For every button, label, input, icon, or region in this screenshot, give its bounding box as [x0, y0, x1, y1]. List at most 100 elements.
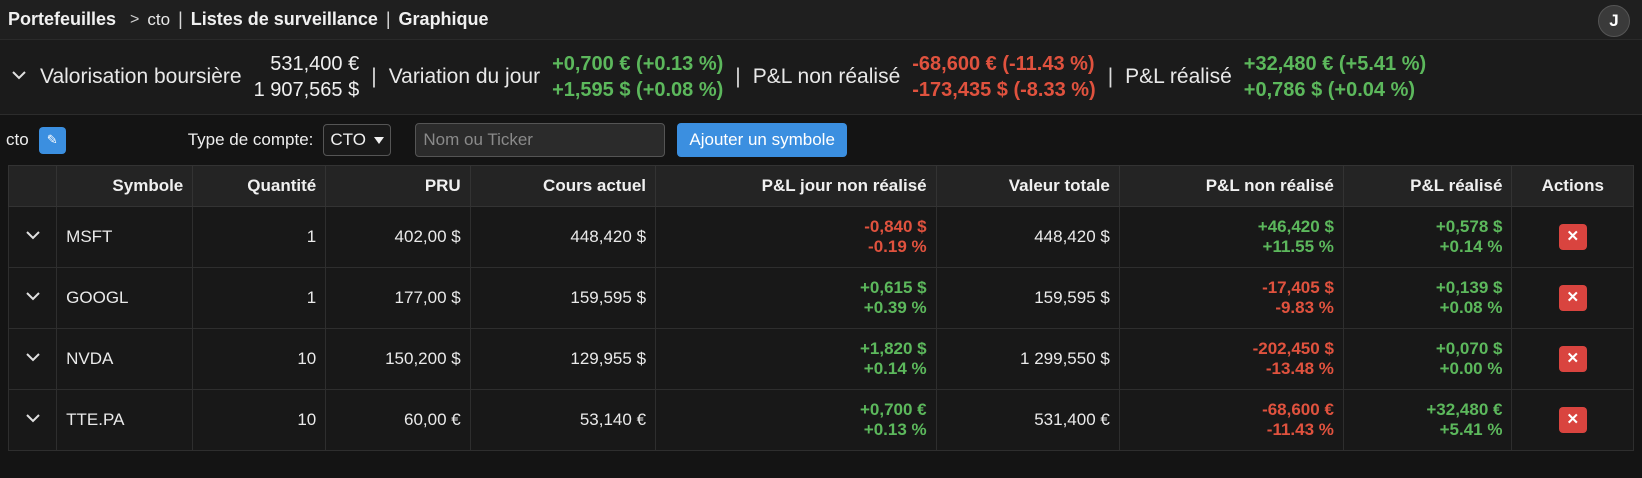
summary-separator: |	[371, 65, 377, 88]
delete-icon[interactable]: ✕	[1558, 285, 1587, 311]
total-value-cell: 531,400 €	[935, 389, 1120, 451]
unrealized-pl-percent: -13.48 %	[1265, 359, 1334, 378]
unrealized-pl-cell: -17,405 $ -9.83 %	[1118, 267, 1344, 329]
expand-cell	[7, 389, 58, 451]
realized-usd: +0,786 $ (+0.04 %)	[1243, 79, 1416, 101]
caret-down-icon	[374, 130, 385, 150]
unrealized-values: -68,600 € (-11.43 %) -173,435 $ (-8.33 %…	[912, 51, 1095, 103]
day-pl-percent: -0.19 %	[868, 237, 927, 256]
realized-pl-percent: +5.41 %	[1439, 420, 1503, 439]
realized-label: P&L réalisé	[1125, 65, 1232, 88]
actions-cell: ✕	[1511, 389, 1634, 451]
realized-values: +32,480 € (+5.41 %) +0,786 $ (+0.04 %)	[1244, 51, 1426, 103]
pru-cell: 150,200 $	[325, 328, 471, 390]
actions-cell: ✕	[1511, 328, 1634, 390]
valuation-usd: 1 907,565 $	[253, 79, 360, 101]
table-row[interactable]: TTE.PA 10 60,00 €53,140 € +0,700 € +0.13 % 53…	[7, 389, 1634, 451]
symbol-cell: TTE.PA	[56, 389, 194, 451]
delete-icon[interactable]: ✕	[1558, 224, 1587, 250]
header-price[interactable]: Cours actuel	[469, 165, 657, 207]
nav-separator: |	[178, 9, 183, 29]
breadcrumb-separator: >	[130, 10, 140, 28]
unrealized-pl-cell: +46,420 $ +11.55 %	[1118, 206, 1344, 268]
day-pl-cell: +0,615 $ +0.39 %	[655, 267, 937, 329]
delete-icon[interactable]: ✕	[1558, 346, 1587, 372]
symbol-cell: NVDA	[56, 328, 194, 390]
expand-cell	[7, 328, 58, 390]
unrealized-pl-cell: -202,450 $ -13.48 %	[1118, 328, 1344, 390]
day-pl-cell: +1,820 $ +0.14 %	[655, 328, 937, 390]
total-value-cell: 448,420 $	[935, 206, 1120, 268]
portfolio-toolbar: cto ✎ Type de compte: CTO Ajouter un sym…	[0, 115, 1642, 165]
edit-icon[interactable]: ✎	[38, 126, 66, 154]
realized-pl-cell: +32,480 € +5.41 %	[1342, 389, 1513, 451]
chevron-down-icon[interactable]	[24, 351, 42, 370]
holdings-table: Symbole Quantité PRU Cours actuel P&L jo…	[7, 165, 1634, 451]
day-change-values: +0,700 € (+0.13 %) +1,595 $ (+0.08 %)	[552, 51, 723, 103]
actions-cell: ✕	[1511, 206, 1634, 268]
chevron-down-icon[interactable]	[24, 290, 42, 309]
realized-pl-amount: +32,480 €	[1426, 400, 1503, 419]
realized-pl-percent: +0.14 %	[1439, 237, 1503, 256]
day-pl-amount: +1,820 $	[859, 339, 927, 358]
realized-pl-cell: +0,578 $ +0.14 %	[1342, 206, 1513, 268]
nav-chart[interactable]: Graphique	[398, 9, 489, 29]
summary-separator: |	[1107, 65, 1114, 88]
unrealized-pl-percent: +11.55 %	[1262, 237, 1334, 256]
unrealized-usd: -173,435 $ (-8.33 %)	[912, 79, 1096, 101]
breadcrumb-current[interactable]: cto	[147, 9, 171, 29]
delete-icon[interactable]: ✕	[1558, 407, 1587, 433]
chevron-down-icon[interactable]	[24, 229, 42, 248]
day-pl-percent: +0.39 %	[863, 298, 927, 317]
chevron-down-icon[interactable]	[10, 66, 28, 89]
price-cell: 159,595 $	[469, 267, 657, 329]
day-pl-percent: +0.13 %	[863, 420, 927, 439]
realized-eur: +32,480 € (+5.41 %)	[1243, 53, 1427, 75]
summary-separator: |	[735, 65, 741, 88]
table-header-row: Symbole Quantité PRU Cours actuel P&L jo…	[7, 165, 1634, 207]
expand-cell	[7, 206, 58, 268]
header-total[interactable]: Valeur totale	[935, 165, 1120, 207]
quantity-cell: 1	[192, 267, 327, 329]
quantity-cell: 1	[192, 206, 327, 268]
chevron-down-icon[interactable]	[24, 412, 42, 431]
actions-cell: ✕	[1511, 267, 1634, 329]
unrealized-pl-amount: -68,600 €	[1262, 400, 1334, 419]
header-day-pl[interactable]: P&L jour non réalisé	[655, 165, 937, 207]
day-pl-amount: -0,840 $	[864, 217, 927, 236]
header-realized[interactable]: P&L réalisé	[1342, 165, 1513, 207]
header-unrealized[interactable]: P&L non réalisé	[1118, 165, 1344, 207]
unrealized-pl-cell: -68,600 € -11.43 %	[1118, 389, 1344, 451]
expand-cell	[7, 267, 58, 329]
symbol-cell: MSFT	[56, 206, 194, 268]
add-symbol-button[interactable]: Ajouter un symbole	[677, 123, 847, 157]
account-type-select[interactable]: CTO	[323, 124, 392, 156]
symbol-search-input[interactable]	[415, 123, 666, 157]
realized-pl-cell: +0,070 $ +0.00 %	[1342, 328, 1513, 390]
total-value-cell: 159,595 $	[935, 267, 1120, 329]
account-type-value: CTO	[330, 130, 366, 149]
realized-pl-amount: +0,578 $	[1435, 217, 1503, 236]
header-symbol[interactable]: Symbole	[56, 165, 194, 207]
valuation-label: Valorisation boursière	[40, 65, 242, 88]
day-change-label: Variation du jour	[388, 65, 541, 88]
valuation-eur: 531,400 €	[270, 53, 360, 75]
quantity-cell: 10	[192, 328, 327, 390]
portfolio-summary: Valorisation boursière 531,400 € 1 907,5…	[0, 40, 1642, 115]
header-quantity[interactable]: Quantité	[192, 165, 327, 207]
table-row[interactable]: GOOGL 1 177,00 $159,595 $ +0,615 $ +0.39 % 15…	[7, 267, 1634, 329]
pru-cell: 177,00 $	[325, 267, 471, 329]
table-row[interactable]: NVDA 10 150,200 $129,955 $ +1,820 $ +0.14 % 1…	[7, 328, 1634, 390]
avatar[interactable]: J	[1598, 5, 1630, 37]
day-pl-amount: +0,615 $	[859, 278, 927, 297]
symbol-cell: GOOGL	[56, 267, 194, 329]
table-row[interactable]: MSFT 1 402,00 $448,420 $ -0,840 $ -0.19 % 448…	[7, 206, 1634, 268]
realized-pl-percent: +0.08 %	[1439, 298, 1503, 317]
price-cell: 129,955 $	[469, 328, 657, 390]
pru-cell: 60,00 €	[325, 389, 471, 451]
nav-portfolios[interactable]: Portefeuilles	[8, 9, 117, 29]
unrealized-pl-amount: -202,450 $	[1252, 339, 1334, 358]
nav-watchlists[interactable]: Listes de surveillance	[190, 9, 378, 29]
unrealized-pl-percent: -9.83 %	[1275, 298, 1334, 317]
header-pru[interactable]: PRU	[325, 165, 471, 207]
